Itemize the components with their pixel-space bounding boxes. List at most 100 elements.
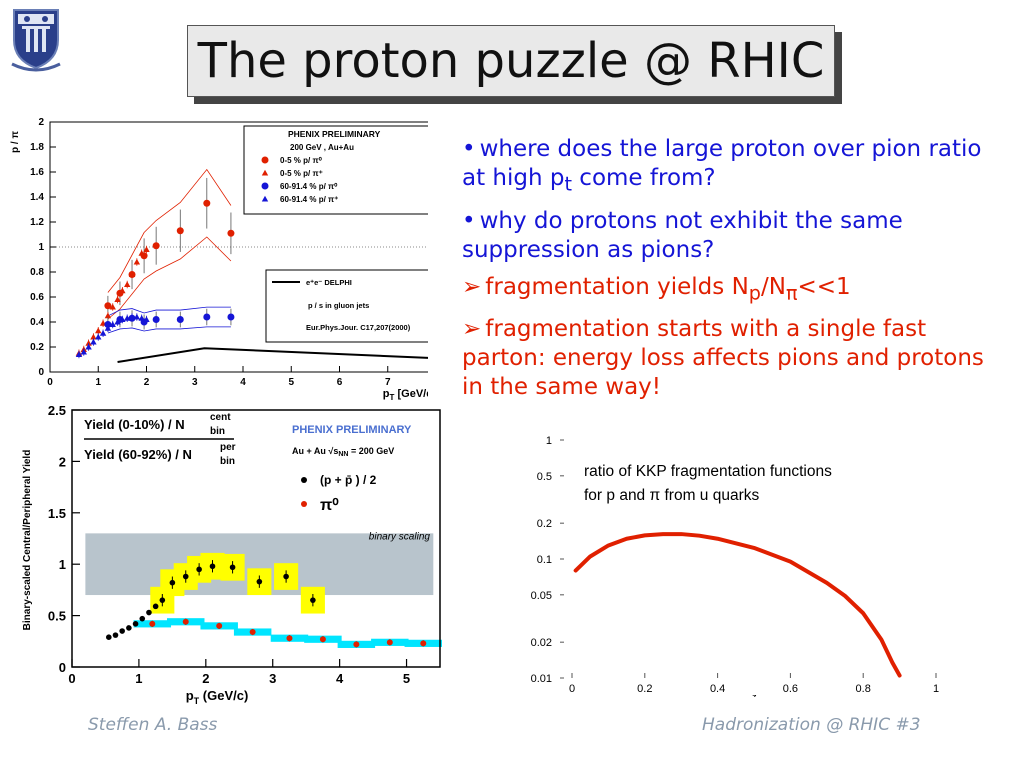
x-tick-label: 3: [269, 671, 276, 686]
slide-title: The proton puzzle @ RHIC: [187, 25, 835, 97]
legend-entry: π⁰: [320, 497, 339, 514]
data-point-triangle: [143, 246, 150, 253]
bullet-list: • where does the large proton over pion r…: [462, 135, 987, 410]
data-point: [227, 313, 235, 321]
data-point-triangle: [90, 333, 97, 340]
x-tick-label: 3: [192, 377, 198, 388]
bullet-marker: •: [462, 136, 476, 162]
legend-marker: [301, 477, 307, 483]
data-point-triangle: [133, 313, 141, 320]
data-point-triangle: [261, 169, 269, 176]
x-tick-label: 0: [68, 671, 75, 686]
data-point-triangle: [138, 250, 145, 256]
kkp-chart: 0 0.2 0.4 0.6 0.8 1 1 0.5 0.2 0.1 0.05 0.02 0.01 z rat…: [531, 435, 939, 697]
y-tick-label: 0.01: [531, 673, 552, 685]
duke-shield-logo: [11, 9, 61, 72]
x-tick-label: 7: [385, 377, 391, 388]
x-tick-label: 2: [144, 377, 150, 388]
y-tick-label: 1.8: [30, 142, 44, 153]
systematic-upper: [107, 168, 232, 293]
y-tick-label: 0.02: [531, 637, 552, 649]
data-point: [249, 629, 256, 636]
footer-author: Steffen A. Bass: [88, 715, 218, 735]
y-tick-label: 1.2: [30, 217, 44, 228]
data-point: [112, 632, 119, 638]
x-axis-label-main: p: [186, 688, 194, 703]
x-tick-label: 0: [569, 683, 575, 695]
data-point: [261, 156, 269, 164]
data-point: [152, 603, 159, 610]
data-point: [420, 640, 427, 647]
data-point: [386, 639, 393, 646]
y-tick-label: 2.5: [48, 403, 66, 418]
bullet-1-text: where does the large proton over pion ra…: [462, 136, 982, 191]
data-point: [261, 182, 269, 190]
data-point-triangle: [114, 318, 121, 325]
y-axis-label: Binary-scaled Central/Peripheral Yield: [22, 450, 33, 631]
y-tick-label: 1.4: [30, 192, 44, 203]
x-tick-label: 1: [933, 683, 939, 695]
legend-ref: Eur.Phys.Jour. C17,207(2000): [306, 323, 411, 332]
data-point-triangle: [75, 351, 83, 358]
numerator-sub: bin: [210, 426, 225, 437]
x-tick-label: 2: [202, 671, 209, 686]
annotation-line-2: for p and π from u quarks: [584, 487, 759, 504]
bullet-3-sub: p: [748, 281, 761, 305]
legend-subtitle-index: NN: [338, 451, 348, 458]
data-point-triangle: [124, 315, 131, 321]
legend-title: PHENIX PRELIMINARY: [292, 424, 412, 436]
data-point: [169, 579, 176, 586]
data-point: [182, 618, 189, 625]
x-tick-label: 4: [336, 671, 344, 686]
data-point: [152, 242, 160, 250]
legend-marker: [301, 501, 307, 507]
data-point: [132, 621, 139, 627]
systematic-upper: [107, 306, 231, 317]
ratio-numerator: Yield (0-10%) / N: [84, 417, 185, 432]
bullet-1-sub: t: [564, 172, 572, 196]
y-tick-label: 1.6: [30, 167, 44, 178]
legend-entry: 0-5 % p/ π⁰: [280, 156, 323, 165]
x-axis-label-unit: (GeV/c): [199, 688, 248, 703]
x-tick-label: 0.4: [710, 683, 725, 695]
bullet-3: ➢ fragmentation yields Np/Nπ<<1: [462, 273, 987, 308]
data-point: [203, 313, 211, 321]
legend-subtitle: Au + Au √sNN = 200 GeV: [292, 446, 394, 458]
ratio-chart: 01234567800.20.40.60.811.21.41.61.82p / …: [10, 117, 428, 402]
y-tick-label: 0: [38, 367, 44, 378]
data-point-triangle: [109, 321, 116, 328]
legend-subtitle-main: Au + Au √s: [292, 446, 338, 456]
y-tick-label: 0.4: [30, 317, 44, 328]
y-tick-label: 0.2: [30, 342, 44, 353]
y-tick-label: 2: [59, 454, 66, 469]
y-tick-label: 0.05: [531, 590, 552, 602]
data-point-triangle: [80, 348, 87, 355]
rcp-chart: binary scaling 0 1 2 3 4 5 0 0.5 1 1.5 2 2.5 Binary-s…: [22, 403, 442, 706]
plot-frame: [71, 409, 441, 668]
data-point: [227, 229, 235, 237]
x-tick-label: 0.6: [783, 683, 798, 695]
data-point-triangle: [119, 287, 126, 294]
data-point: [104, 302, 112, 310]
kkp-ratio-curve: [573, 532, 902, 678]
x-tick-label: 6: [337, 377, 343, 388]
systematic-lower: [107, 326, 231, 334]
data-point: [229, 564, 236, 571]
x-tick-label: 1: [95, 377, 101, 388]
legend-title: PHENIX PRELIMINARY: [288, 129, 381, 139]
data-point-triangle: [124, 281, 131, 288]
x-tick-label: 0.2: [637, 683, 652, 695]
bullet-3-text: fragmentation yields N: [485, 273, 749, 300]
data-point: [152, 316, 160, 323]
annotation-line-1: ratio of KKP fragmentation functions: [584, 463, 832, 480]
x-tick-label: 0: [47, 377, 53, 388]
bullet-4: ➢ fragmentation starts with a single fast…: [462, 315, 987, 402]
legend-box: [243, 125, 428, 215]
data-point-triangle: [119, 316, 126, 323]
legend-entry: 60-91.4 % p/ π⁰: [280, 182, 338, 191]
data-point: [256, 578, 263, 585]
x-axis-label-sub: T: [390, 393, 395, 402]
data-point: [119, 628, 125, 634]
data-point: [159, 597, 166, 603]
data-point-triangle: [95, 333, 102, 340]
